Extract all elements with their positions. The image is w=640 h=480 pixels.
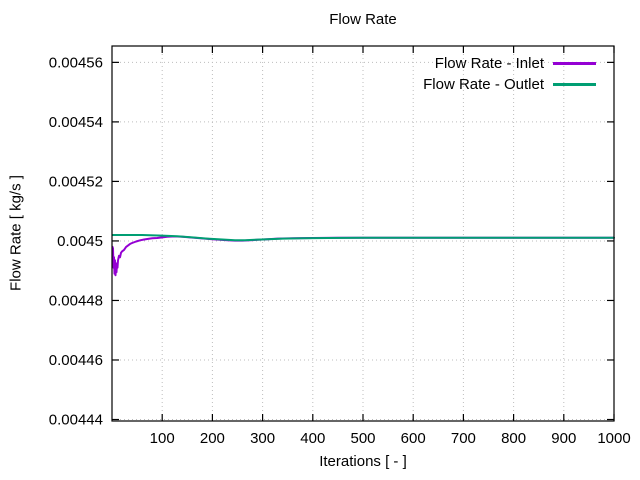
x-tick-label: 500: [350, 430, 375, 447]
legend-label-inlet: Flow Rate - Inlet: [434, 55, 544, 72]
x-tick-label: 700: [451, 430, 476, 447]
y-tick-label: 0.00454: [49, 114, 103, 131]
y-tick-label: 0.0045: [57, 233, 103, 250]
x-tick-label: 300: [250, 430, 275, 447]
x-tick-label: 100: [150, 430, 175, 447]
y-tick-label: 0.00456: [49, 54, 103, 71]
y-tick-label: 0.00448: [49, 292, 103, 309]
chart-title: Flow Rate: [329, 11, 397, 28]
legend-item-outlet: Flow Rate - Outlet: [423, 75, 596, 94]
y-tick-label: 0.00444: [49, 412, 103, 429]
legend-item-inlet: Flow Rate - Inlet: [423, 54, 596, 73]
x-tick-label: 1000: [597, 430, 630, 447]
legend-swatch-outlet: [553, 83, 596, 86]
series-line-1: [111, 234, 615, 242]
x-tick-label: 200: [200, 430, 225, 447]
legend-label-outlet: Flow Rate - Outlet: [423, 76, 544, 93]
y-tick-label: 0.00452: [49, 173, 103, 190]
x-tick-label: 800: [501, 430, 526, 447]
x-axis-label: Iterations [ - ]: [319, 453, 407, 470]
x-tick-label: 900: [551, 430, 576, 447]
x-tick-label: 400: [300, 430, 325, 447]
y-tick-label: 0.00446: [49, 352, 103, 369]
legend: Flow Rate - Inlet Flow Rate - Outlet: [423, 54, 596, 94]
legend-swatch-inlet: [553, 62, 596, 65]
x-tick-label: 600: [401, 430, 426, 447]
